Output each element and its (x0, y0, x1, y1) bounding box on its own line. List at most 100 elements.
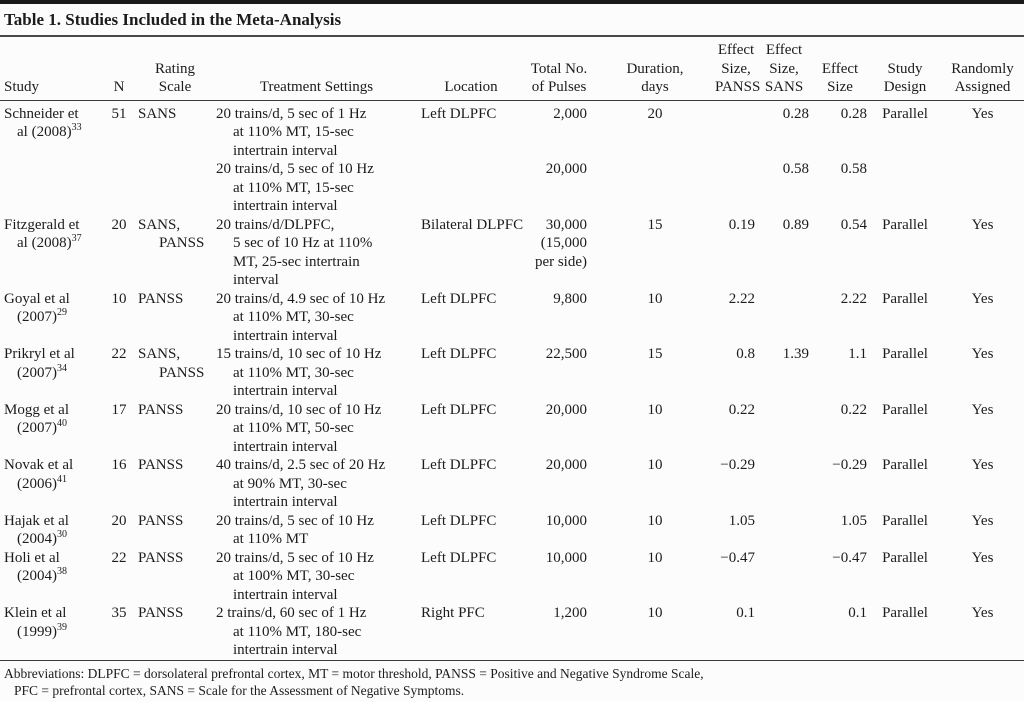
n-cell: 20 (111, 216, 127, 233)
duration-cell (595, 160, 715, 216)
randomly-assigned-cell: Yes (971, 105, 994, 122)
meta-analysis-table: Study N Rating Scale Treatment Settings … (0, 37, 1024, 660)
effect-size-panss-cell: 0.22 (728, 401, 755, 418)
effect-size-sans-cell: 0.28 (782, 105, 809, 122)
effect-size-panss-cell (715, 100, 757, 160)
randomly-assigned-cell: Yes (971, 346, 994, 362)
rating-scale-cell: PANSS (138, 457, 184, 473)
effect-size-panss-cell: 0.19 (728, 216, 755, 233)
study-cell: Holi et al (2004)38 (4, 549, 67, 585)
rating-scale-cell: PANSS (138, 512, 184, 529)
col-header-n: N (102, 37, 136, 101)
citation-superscript: 40 (57, 418, 67, 429)
duration-cell: 10 (647, 605, 663, 621)
treatment-settings-cell: 2 trains/d, 60 sec of 1 Hz at 110% MT, 18… (216, 605, 367, 658)
total-pulses-cell: 22,500 (545, 346, 587, 362)
study-design-cell: Parallel (882, 105, 928, 122)
rating-scale-cell: PANSS (138, 605, 184, 621)
col-header-treatment-settings: Treatment Settings (214, 37, 419, 101)
randomly-assigned-cell: Yes (971, 290, 994, 307)
study-cell: Schneider et al (2008)33 (4, 105, 82, 141)
study-design-cell: Parallel (882, 290, 928, 307)
effect-size-sans-cell (757, 512, 811, 549)
study-cell (0, 160, 102, 216)
rating-scale-cell: PANSS (138, 549, 184, 566)
effect-size-sans-cell (757, 604, 811, 660)
study-cell: Hajak et al (2004)30 (4, 512, 69, 548)
total-pulses-cell: 2,000 (553, 105, 587, 122)
effect-size-cell: 0.28 (840, 105, 867, 122)
location-cell: Left DLPFC (421, 401, 497, 418)
rating-scale-cell: SANS (138, 105, 177, 122)
duration-cell: 10 (647, 549, 663, 566)
table-row: Mogg et al (2007)40 17 PANSS 20 trains/d,… (0, 401, 1024, 457)
randomly-assigned-cell: Yes (971, 216, 994, 233)
location-cell: Left DLPFC (421, 346, 497, 362)
effect-size-cell: 0.58 (840, 161, 867, 177)
n-cell: 17 (111, 401, 127, 418)
rating-scale-cell: PANSS (138, 401, 184, 418)
citation-superscript: 30 (57, 529, 67, 540)
total-pulses-cell: 20,000 (545, 161, 587, 177)
effect-size-cell: 1.05 (840, 512, 867, 529)
table-row: Hajak et al (2004)30 20 PANSS 20 trains/d… (0, 512, 1024, 549)
location-cell: Left DLPFC (421, 549, 497, 566)
duration-cell: 10 (647, 457, 663, 473)
n-cell: 22 (111, 346, 127, 362)
col-header-study-design: Study Design (869, 37, 941, 101)
study-cell: Goyal et al (2007)29 (4, 290, 70, 326)
randomly-assigned-cell (941, 160, 1024, 216)
effect-size-panss-cell: −0.47 (720, 549, 755, 566)
table-row: Holi et al (2004)38 22 PANSS 20 trains/d,… (0, 549, 1024, 605)
effect-size-sans-cell (757, 290, 811, 346)
table-body: Schneider et al (2008)33 51 SANS 20 train… (0, 100, 1024, 660)
n-cell: 51 (111, 105, 127, 122)
randomly-assigned-cell: Yes (971, 401, 994, 418)
study-design-cell: Parallel (882, 549, 928, 566)
treatment-settings-cell: 40 trains/d, 2.5 sec of 20 Hz at 90% MT, … (216, 457, 386, 510)
treatment-settings-cell: 20 trains/d, 5 sec of 10 Hz at 100% MT, 3… (216, 549, 374, 603)
citation-superscript: 39 (57, 621, 67, 633)
effect-size-panss-cell: 0.8 (736, 346, 755, 362)
effect-size-sans-cell (757, 401, 811, 457)
total-pulses-cell: 9,800 (553, 290, 587, 307)
col-header-duration: Duration, days (595, 37, 715, 101)
footnote-line-2: PFC = prefrontal cortex, SANS = Scale fo… (14, 683, 465, 698)
table-row: Novak et al (2006)41 16 PANSS 40 trains/d… (0, 456, 1024, 512)
n-cell: 10 (111, 290, 127, 307)
duration-cell: 15 (647, 346, 663, 362)
treatment-settings-cell: 20 trains/d, 5 sec of 10 Hz at 110% MT (216, 512, 374, 548)
study-cell: Prikryl et al (2007)34 (4, 346, 75, 381)
table-title: Table 1. Studies Included in the Meta-An… (0, 4, 1024, 37)
citation-superscript: 41 (57, 473, 67, 485)
citation-superscript: 34 (57, 362, 67, 374)
table-row: Klein et al (1999)39 35 PANSS 2 trains/d,… (0, 604, 1024, 660)
effect-size-cell: 0.54 (840, 216, 867, 233)
n-cell: 20 (111, 512, 127, 529)
n-cell: 22 (111, 549, 127, 566)
study-design-cell (869, 160, 941, 216)
location-cell: Left DLPFC (421, 512, 497, 529)
effect-size-sans-cell (757, 456, 811, 512)
study-design-cell: Parallel (882, 346, 928, 362)
treatment-settings-cell: 20 trains/d/DLPFC, 5 sec of 10 Hz at 110%… (216, 216, 373, 289)
study-cell: Fitzgerald et al (2008)37 (4, 216, 82, 252)
study-design-cell: Parallel (882, 605, 928, 621)
duration-cell: 10 (647, 290, 663, 307)
duration-cell: 15 (647, 216, 663, 233)
duration-cell: 10 (647, 512, 663, 529)
study-design-cell: Parallel (882, 512, 928, 529)
study-design-cell: Parallel (882, 401, 928, 418)
effect-size-cell: 0.22 (840, 401, 867, 418)
effect-size-cell: 0.1 (848, 605, 867, 621)
treatment-settings-cell: 20 trains/d, 5 sec of 1 Hz at 110% MT, 15… (216, 105, 367, 159)
total-pulses-cell: 20,000 (545, 457, 587, 473)
table-header: Study N Rating Scale Treatment Settings … (0, 37, 1024, 101)
effect-size-panss-cell (715, 160, 757, 216)
footnote-line-1: Abbreviations: DLPFC = dorsolateral pref… (4, 665, 704, 681)
citation-superscript: 38 (57, 566, 67, 577)
rating-scale-cell (136, 160, 214, 216)
location-cell: Right PFC (421, 605, 485, 621)
study-cell: Novak et al (2006)41 (4, 457, 74, 492)
rating-scale-cell: PANSS (138, 290, 184, 307)
